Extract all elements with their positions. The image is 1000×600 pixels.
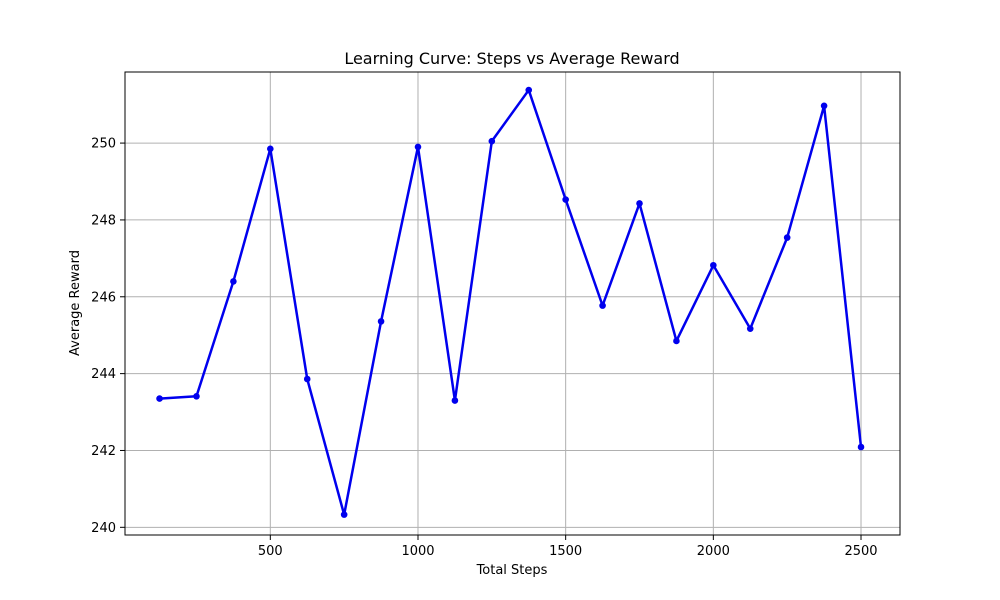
data-point [820,102,828,110]
x-tick-label: 1000 [401,544,434,559]
axis-ticks: 500 1000 1500 2000 2500 240 242 244 246 248 250 [91,137,877,559]
data-point [525,86,533,94]
x-axis-label: Total Steps [476,563,548,578]
plot-frame [124,71,901,536]
data-point [746,325,754,332]
y-axis-label: Average Reward [68,250,83,356]
data-point [340,511,348,518]
y-tick-label: 244 [91,367,116,382]
data-point [377,318,385,325]
y-tick-label: 250 [91,137,116,152]
data-point [193,392,200,400]
x-tick-label: 2000 [697,544,730,559]
y-tick-label: 242 [91,444,116,459]
x-tick-label: 1500 [549,544,582,559]
data-point [267,145,274,153]
data-point [414,143,422,151]
data-point [303,375,311,383]
data-point [230,278,237,285]
chart-title: Learning Curve: Steps vs Average Reward [344,49,679,68]
data-point [599,302,606,309]
data-point [857,443,865,451]
x-tick-label: 500 [258,544,283,559]
data-point [451,397,459,404]
data-point [562,196,569,203]
data-point [673,337,680,345]
grid-lines [125,72,900,535]
data-point [636,200,643,207]
y-tick-label: 246 [91,290,116,305]
x-tick-label: 2500 [844,544,877,559]
series-line [159,88,863,516]
y-tick-label: 248 [91,213,116,228]
data-point [488,137,496,145]
plot-area [156,86,865,518]
y-tick-label: 240 [91,521,116,536]
data-point [710,261,717,269]
data-point [156,395,163,402]
data-point [783,234,791,241]
